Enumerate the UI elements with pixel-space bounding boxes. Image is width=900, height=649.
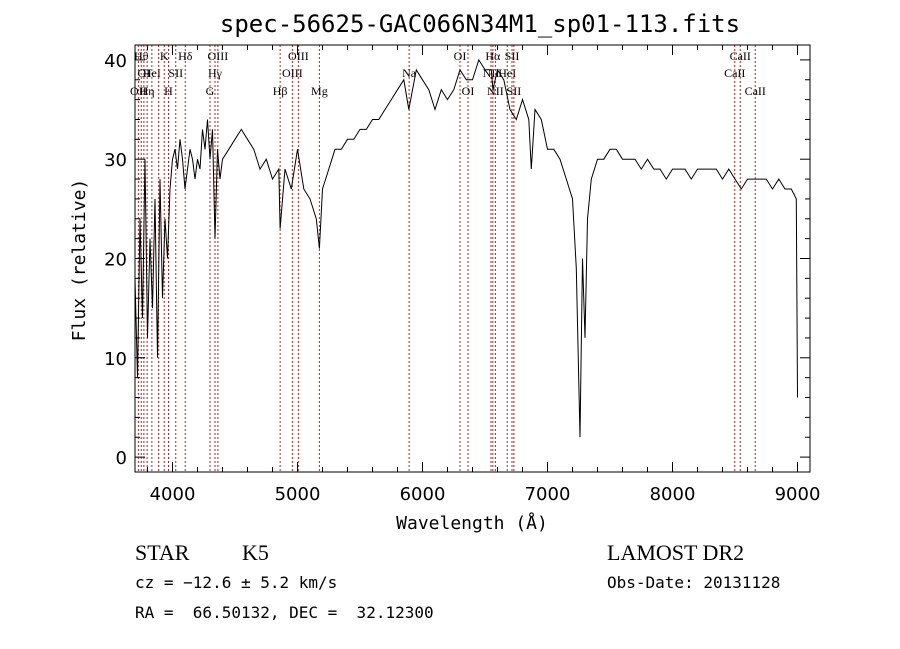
line-marker-label: NII (487, 84, 504, 98)
line-marker-label: OIII (282, 66, 303, 80)
line-marker-label: CaII (745, 84, 766, 98)
x-tick-label: 4000 (150, 484, 196, 505)
line-marker-label: Hα (485, 49, 501, 63)
line-marker-label: H (164, 84, 173, 98)
x-axis: 4000 5000 6000 7000 8000 9000 (147, 45, 821, 505)
y-tick-label: 30 (104, 150, 127, 171)
line-marker-label: OIII (288, 49, 309, 63)
survey-label: LAMOST DR2 (607, 540, 745, 565)
y-tick-label: 20 (104, 250, 127, 271)
spectrum-line (134, 58, 798, 438)
line-marker-label: CaII (724, 66, 745, 80)
line-marker-label: Hγ (208, 66, 223, 80)
ra-dec-readout: RA = 66.50132, DEC = 32.12300 (135, 603, 434, 622)
line-marker-label: CaII (730, 49, 751, 63)
line-marker-label: Hβ (273, 84, 288, 98)
line-marker-label: SII (168, 66, 183, 80)
line-marker-label: SII (505, 49, 520, 63)
line-marker-label: Mg (311, 84, 328, 98)
line-marker-label: Na (402, 66, 417, 80)
cz-readout: cz = −12.6 ± 5.2 km/s (135, 573, 338, 592)
y-axis-label: Flux (relative) (69, 179, 90, 342)
emission-line-markers: OII Hθ OI Hη HeI K H SII Hδ G Hγ OIII Hβ OIII OIII Mg Na… (130, 45, 766, 472)
line-marker-label: HeI (143, 66, 161, 80)
line-marker-label: Hη (140, 84, 155, 98)
line-marker-label: Hδ (178, 49, 193, 63)
line-marker-label: SII (507, 84, 522, 98)
class-label: STAR (135, 540, 190, 565)
line-marker-label: G (206, 84, 215, 98)
y-axis: 0 10 20 30 40 (104, 51, 810, 469)
x-tick-label: 6000 (400, 484, 446, 505)
line-marker-label: OIII (208, 49, 229, 63)
y-tick-label: 10 (104, 349, 127, 370)
subclass-label: K5 (242, 540, 269, 565)
chart-title: spec-56625-GAC066N34M1_sp01-113.fits (220, 10, 740, 38)
y-tick-label: 40 (104, 51, 127, 72)
x-axis-label: Wavelength (Å) (396, 512, 548, 534)
x-tick-label: 7000 (525, 484, 571, 505)
y-tick-label: 0 (116, 448, 127, 469)
line-marker-label: OI (454, 49, 467, 63)
x-tick-label: 9000 (775, 484, 821, 505)
obs-date: Obs-Date: 20131128 (607, 573, 781, 592)
line-marker-label: OII (130, 84, 147, 98)
line-marker-label: K (160, 49, 169, 63)
x-tick-label: 8000 (650, 484, 696, 505)
line-marker-label: Hθ (134, 49, 149, 63)
plot-frame (134, 44, 811, 473)
line-marker-label: OI (462, 84, 475, 98)
x-tick-label: 5000 (275, 484, 321, 505)
